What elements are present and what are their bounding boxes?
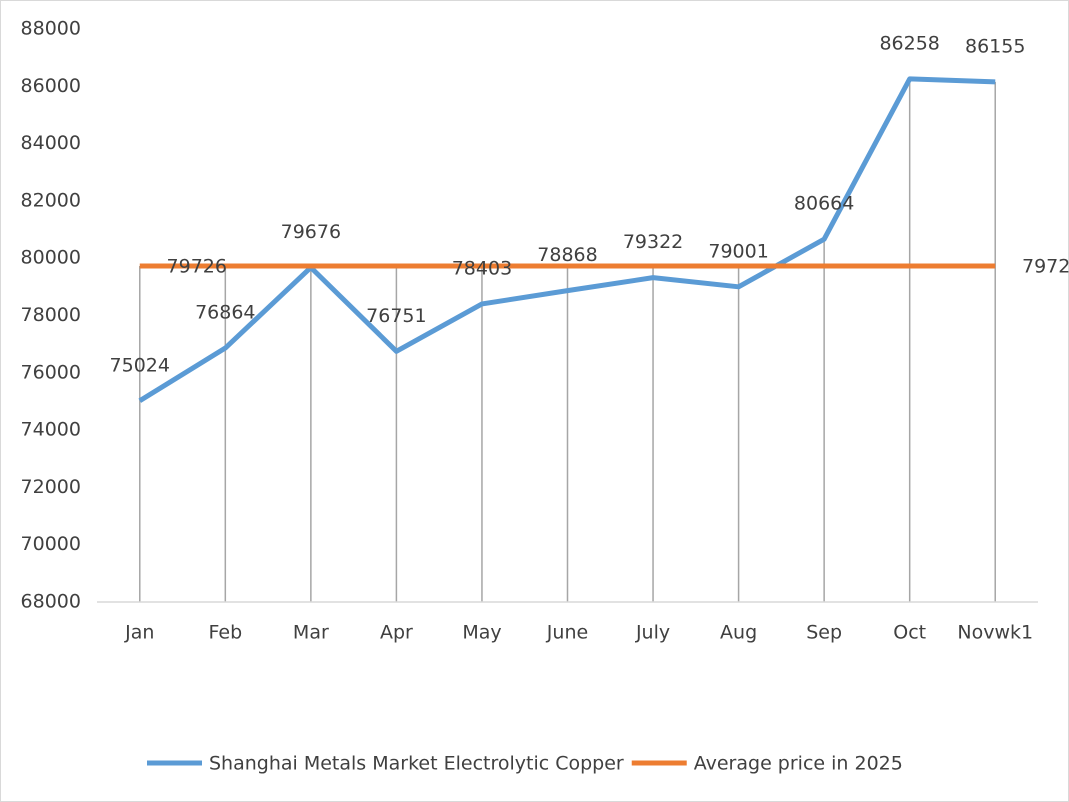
legend-label: Shanghai Metals Market Electrolytic Copp… (209, 753, 624, 775)
y-tick-label: 88000 (21, 18, 81, 40)
x-tick-label: July (635, 622, 670, 644)
series-line (138, 76, 996, 403)
x-tick-label: May (462, 622, 501, 644)
y-tick-label: 76000 (21, 361, 81, 383)
y-tick-label: 84000 (21, 132, 81, 154)
data-label: 79322 (623, 231, 683, 253)
x-tick-label: Aug (720, 622, 757, 644)
data-label: 79001 (708, 240, 768, 262)
y-tick-label: 70000 (21, 533, 81, 555)
data-label: 78868 (537, 244, 597, 266)
x-tick-label: June (546, 622, 588, 644)
data-label: 79676 (281, 221, 341, 243)
data-label: 79726 (1022, 256, 1069, 278)
y-tick-label: 80000 (21, 247, 81, 269)
x-tick-label: Novwk1 (957, 622, 1033, 644)
x-tick-label: Jan (124, 622, 154, 644)
x-tick-label: Mar (293, 622, 329, 644)
data-label: 86258 (879, 32, 939, 54)
y-tick-label: 72000 (21, 476, 81, 498)
y-tick-label: 78000 (21, 304, 81, 326)
y-tick-label: 74000 (21, 419, 81, 441)
y-tick-label: 86000 (21, 75, 81, 97)
data-label: 79726 (167, 256, 227, 278)
data-label: 78403 (452, 257, 512, 279)
x-tick-label: Sep (806, 622, 842, 644)
x-tick-label: Feb (208, 622, 242, 644)
data-label: 75024 (110, 354, 170, 376)
legend-label: Average price in 2025 (694, 753, 903, 775)
data-label: 80664 (794, 193, 854, 215)
data-label: 86155 (965, 35, 1025, 57)
x-tick-label: Apr (380, 622, 413, 644)
y-tick-label: 82000 (21, 189, 81, 211)
data-label: 76864 (195, 302, 255, 324)
data-label: 76751 (366, 305, 426, 327)
x-tick-label: Oct (893, 622, 926, 644)
y-tick-label: 68000 (21, 591, 81, 613)
